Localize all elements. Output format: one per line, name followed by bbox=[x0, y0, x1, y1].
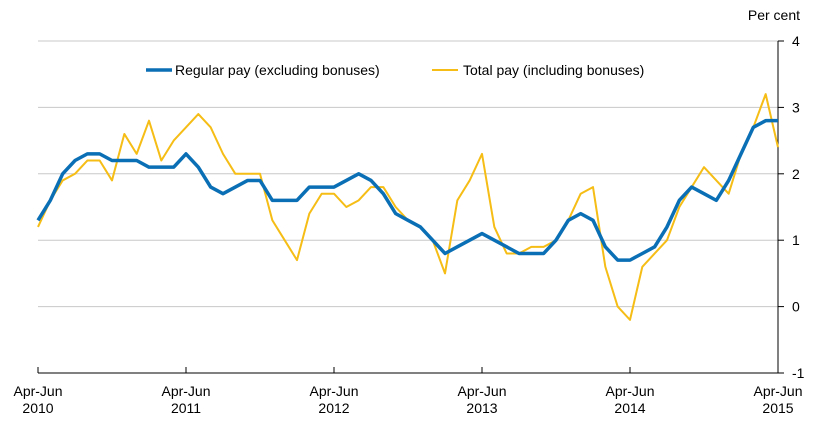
y-tick-label: 2 bbox=[792, 166, 800, 182]
x-tick-label-line1: Apr-Jun bbox=[457, 383, 506, 399]
series-line-total-pay bbox=[37, 93, 779, 321]
x-tick-label-line2: 2015 bbox=[762, 400, 793, 416]
x-tick-label-line2: 2010 bbox=[22, 400, 53, 416]
legend: Regular pay (excluding bonuses) Total pa… bbox=[146, 62, 644, 78]
gridlines bbox=[38, 40, 778, 308]
x-tick-label-line2: 2011 bbox=[171, 400, 201, 416]
axes: -101234Apr-Jun2010Apr-Jun2011Apr-Jun2012… bbox=[13, 33, 804, 416]
y-tick-label: 3 bbox=[792, 99, 800, 115]
x-tick-label-line1: Apr-Jun bbox=[161, 383, 210, 399]
x-tick-label-line1: Apr-Jun bbox=[309, 383, 358, 399]
x-tick-label-line2: 2014 bbox=[614, 400, 645, 416]
y-tick-label: 0 bbox=[792, 299, 800, 315]
x-tick-label-line1: Apr-Jun bbox=[753, 383, 802, 399]
series-lines bbox=[36, 93, 779, 321]
legend-label-total-pay: Total pay (including bonuses) bbox=[463, 62, 644, 78]
unit-label: Per cent bbox=[748, 7, 800, 23]
x-tick-label-line2: 2012 bbox=[318, 400, 349, 416]
y-tick-label: -1 bbox=[792, 365, 805, 381]
x-tick-label-line2: 2013 bbox=[466, 400, 497, 416]
series-line-regular-pay bbox=[36, 118, 778, 262]
x-tick-label-line1: Apr-Jun bbox=[605, 383, 654, 399]
y-tick-label: 4 bbox=[792, 33, 800, 49]
x-tick-label-line1: Apr-Jun bbox=[13, 383, 62, 399]
legend-label-regular-pay: Regular pay (excluding bonuses) bbox=[175, 62, 380, 78]
y-tick-label: 1 bbox=[792, 232, 800, 248]
